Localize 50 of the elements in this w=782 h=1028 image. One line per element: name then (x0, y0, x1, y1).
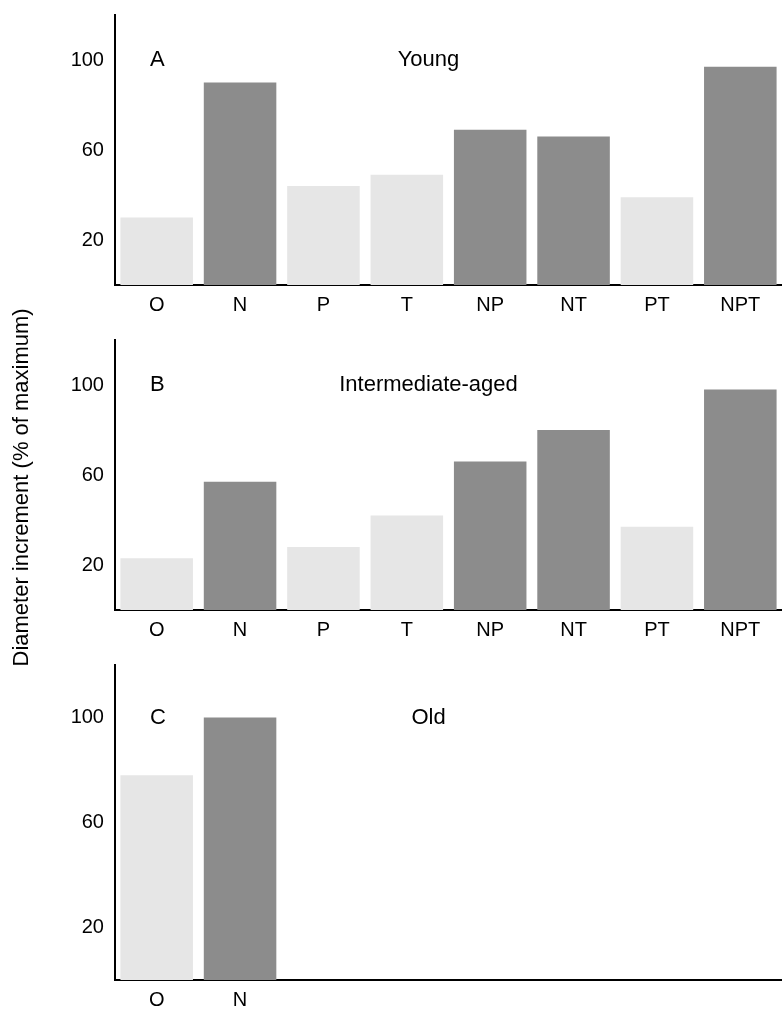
bar (203, 82, 277, 285)
y-tick-label: 100 (70, 372, 104, 395)
x-tick-label: O (148, 987, 165, 1010)
y-tick-label: 100 (70, 705, 104, 728)
annotation: B (150, 371, 165, 397)
x-tick-label: P (316, 617, 331, 640)
y-axis-title: Diameter increment (% of maximum) (8, 308, 34, 667)
x-tick-label: NP (476, 617, 505, 640)
x-tick-label: NPT (720, 292, 761, 315)
text: Old (411, 703, 446, 729)
bar (537, 136, 610, 285)
bar (370, 515, 444, 610)
y-tick-label: 60 (81, 137, 104, 160)
x-tick-label: N (232, 987, 248, 1010)
y-tick-label: 20 (81, 552, 104, 575)
bar (287, 547, 360, 610)
bar (120, 217, 193, 285)
x-tick-label: T (400, 617, 413, 640)
x-tick-label: O (148, 292, 165, 315)
bar (704, 66, 777, 285)
bar (537, 430, 610, 610)
x-tick-label: O (148, 617, 165, 640)
x-tick-label: N (232, 617, 248, 640)
x-tick-label: NT (560, 617, 587, 640)
bar (620, 197, 694, 285)
bar (203, 481, 277, 610)
x-tick-label: P (316, 292, 331, 315)
y-tick-label: 20 (81, 915, 104, 938)
x-tick-label: NP (476, 292, 505, 315)
annotation: C (150, 703, 166, 729)
x-tick-label: T (400, 292, 413, 315)
bar (120, 558, 193, 610)
y-tick-label: 60 (81, 462, 104, 485)
y-tick-label: 100 (70, 47, 104, 70)
bar (453, 129, 527, 285)
annotation: A (150, 46, 165, 72)
x-tick-label: NT (560, 292, 587, 315)
x-tick-label: PT (644, 292, 670, 315)
x-tick-label: NPT (720, 617, 761, 640)
x-tick-label: N (232, 292, 248, 315)
bar (370, 174, 444, 285)
x-tick-label: PT (644, 617, 670, 640)
bar (620, 526, 694, 610)
bar (453, 461, 527, 610)
text: Intermediate-aged (339, 371, 518, 397)
y-tick-label: 20 (81, 227, 104, 250)
text: Young (397, 46, 460, 72)
bar (704, 389, 777, 610)
y-tick-label: 60 (81, 810, 104, 833)
bar (287, 186, 360, 285)
